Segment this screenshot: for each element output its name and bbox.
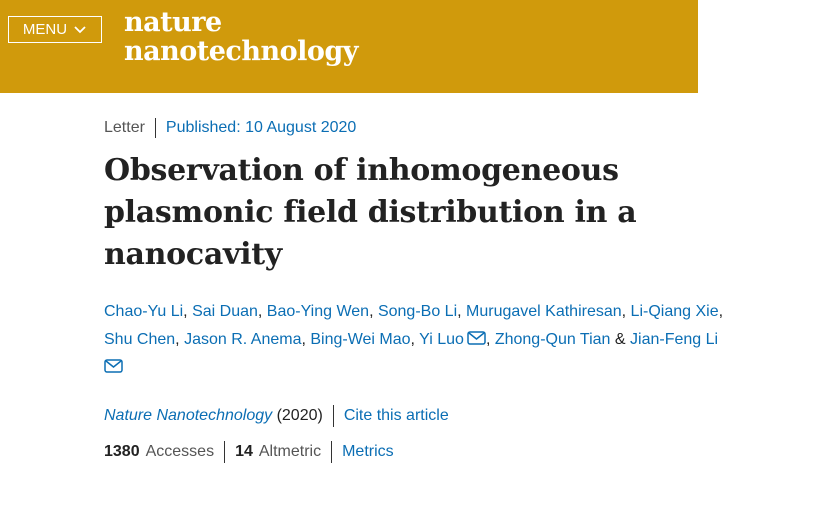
accesses-count: 1380 bbox=[104, 443, 140, 460]
article-metrics: 1380 Accesses 14 Altmetric Metrics bbox=[104, 440, 824, 464]
author-link[interactable]: Shu Chen bbox=[104, 331, 176, 348]
article-title: Observation of inhomogeneous plasmonic f… bbox=[104, 153, 637, 272]
citation-line: Nature Nanotechnology (2020) Cite this a… bbox=[104, 404, 824, 428]
author-link[interactable]: Li-Qiang Xie bbox=[630, 303, 719, 320]
author-link[interactable]: Sai Duan bbox=[192, 303, 258, 320]
author-link[interactable]: Bao-Ying Wen bbox=[266, 303, 370, 320]
author-link[interactable]: Bing-Wei Mao bbox=[310, 331, 411, 348]
author-link[interactable]: Murugavel Kathiresan bbox=[466, 303, 622, 320]
author-list: Chao-Yu Li, Sai Duan, Bao-Ying Wen, Song… bbox=[104, 298, 824, 382]
journal-name[interactable]: Nature Nanotechnology bbox=[104, 407, 273, 424]
publication-year: (2020) bbox=[276, 407, 323, 424]
divider bbox=[154, 118, 156, 138]
author-link[interactable]: Jason R. Anema bbox=[184, 331, 302, 348]
divider bbox=[224, 441, 226, 463]
divider bbox=[331, 441, 333, 463]
chevron-down-icon bbox=[74, 25, 86, 33]
author-link[interactable]: Zhong-Qun Tian bbox=[494, 331, 611, 348]
altmetric-label: Altmetric bbox=[258, 443, 322, 460]
metrics-link[interactable]: Metrics bbox=[342, 443, 394, 460]
article-type: Letter bbox=[104, 119, 145, 136]
article-header: Letter Published: 10 August 2020 Observa… bbox=[104, 116, 824, 464]
mail-icon[interactable] bbox=[104, 359, 123, 373]
author-link[interactable]: Jian-Feng Li bbox=[630, 331, 719, 348]
accesses-label: Accesses bbox=[145, 443, 215, 460]
journal-logo[interactable]: nature nanotechnology bbox=[124, 8, 358, 66]
logo-line-1: nature bbox=[124, 7, 222, 38]
author-link[interactable]: Yi Luo bbox=[419, 331, 464, 348]
cite-article-link[interactable]: Cite this article bbox=[343, 407, 449, 424]
article-meta: Letter Published: 10 August 2020 bbox=[104, 116, 824, 140]
logo-line-2: nanotechnology bbox=[124, 36, 358, 67]
author-link[interactable]: Song-Bo Li bbox=[377, 303, 458, 320]
divider bbox=[332, 405, 334, 427]
published-date[interactable]: Published: 10 August 2020 bbox=[165, 119, 357, 136]
menu-button[interactable]: MENU bbox=[8, 16, 102, 43]
site-header: MENU nature nanotechnology bbox=[0, 0, 698, 93]
author-link[interactable]: Chao-Yu Li bbox=[104, 303, 184, 320]
altmetric-count: 14 bbox=[235, 443, 253, 460]
mail-icon[interactable] bbox=[467, 331, 486, 345]
menu-label: MENU bbox=[22, 21, 68, 38]
